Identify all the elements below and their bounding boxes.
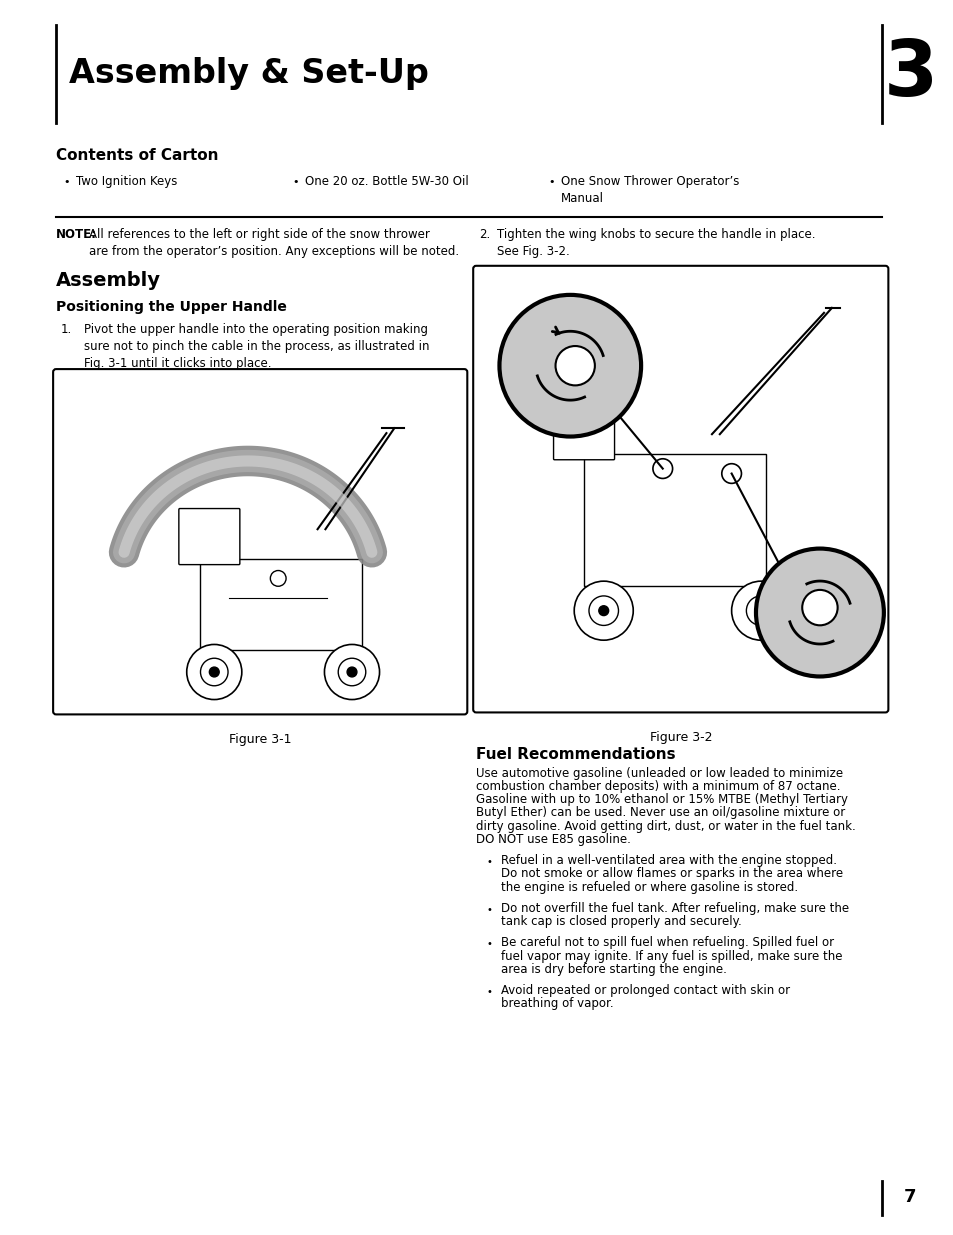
- Text: NOTE:: NOTE:: [56, 228, 97, 241]
- Text: Contents of Carton: Contents of Carton: [56, 148, 218, 163]
- Text: area is dry before starting the engine.: area is dry before starting the engine.: [500, 963, 726, 976]
- Circle shape: [555, 346, 595, 385]
- Text: 2.: 2.: [478, 228, 490, 241]
- Text: Gasoline with up to 10% ethanol or 15% MTBE (Methyl Tertiary: Gasoline with up to 10% ethanol or 15% M…: [476, 793, 847, 806]
- Text: Positioning the Upper Handle: Positioning the Upper Handle: [56, 300, 287, 314]
- Circle shape: [338, 658, 365, 685]
- Text: Be careful not to spill fuel when refueling. Spilled fuel or: Be careful not to spill fuel when refuel…: [500, 936, 833, 950]
- Text: Use automotive gasoline (unleaded or low leaded to minimize: Use automotive gasoline (unleaded or low…: [476, 767, 842, 779]
- Text: fuel vapor may ignite. If any fuel is spilled, make sure the: fuel vapor may ignite. If any fuel is sp…: [500, 950, 841, 962]
- Circle shape: [209, 667, 219, 677]
- Text: Avoid repeated or prolonged contact with skin or: Avoid repeated or prolonged contact with…: [500, 984, 789, 997]
- Circle shape: [652, 458, 672, 478]
- Circle shape: [731, 582, 790, 640]
- Bar: [583, 453, 765, 587]
- Text: •: •: [292, 178, 298, 188]
- Circle shape: [598, 605, 608, 615]
- Text: 1.: 1.: [61, 322, 72, 336]
- Text: •: •: [63, 178, 70, 188]
- Text: Two Ignition Keys: Two Ignition Keys: [75, 175, 177, 188]
- Circle shape: [347, 667, 356, 677]
- Text: Assembly & Set-Up: Assembly & Set-Up: [69, 58, 428, 90]
- Text: Figure 3-1: Figure 3-1: [229, 734, 292, 746]
- FancyBboxPatch shape: [178, 509, 239, 564]
- Circle shape: [270, 571, 286, 587]
- Text: One 20 oz. Bottle 5W-30 Oil: One 20 oz. Bottle 5W-30 Oil: [305, 175, 468, 188]
- Circle shape: [574, 582, 633, 640]
- Text: Do not smoke or allow flames or sparks in the area where: Do not smoke or allow flames or sparks i…: [500, 867, 842, 881]
- Bar: [199, 558, 361, 651]
- Text: Fuel Recommendations: Fuel Recommendations: [476, 747, 675, 762]
- Circle shape: [187, 645, 241, 699]
- FancyBboxPatch shape: [553, 404, 614, 459]
- Circle shape: [721, 463, 740, 483]
- Text: tank cap is closed properly and securely.: tank cap is closed properly and securely…: [500, 915, 740, 927]
- Circle shape: [801, 590, 837, 625]
- Text: 3: 3: [882, 36, 937, 112]
- Circle shape: [588, 597, 618, 625]
- Circle shape: [755, 548, 882, 677]
- Circle shape: [200, 658, 228, 685]
- Text: •: •: [486, 857, 493, 867]
- Text: 7: 7: [903, 1188, 916, 1207]
- Text: Butyl Ether) can be used. Never use an oil/gasoline mixture or: Butyl Ether) can be used. Never use an o…: [476, 806, 844, 819]
- Text: Figure 3-2: Figure 3-2: [649, 731, 711, 745]
- Text: Pivot the upper handle into the operating position making
sure not to pinch the : Pivot the upper handle into the operatin…: [84, 322, 429, 369]
- Text: •: •: [486, 987, 493, 997]
- Text: breathing of vapor.: breathing of vapor.: [500, 997, 613, 1010]
- Text: Do not overfill the fuel tank. After refueling, make sure the: Do not overfill the fuel tank. After ref…: [500, 902, 848, 915]
- Text: •: •: [547, 178, 554, 188]
- Text: dirty gasoline. Avoid getting dirt, dust, or water in the fuel tank.: dirty gasoline. Avoid getting dirt, dust…: [476, 820, 855, 832]
- Text: Refuel in a well-ventilated area with the engine stopped.: Refuel in a well-ventilated area with th…: [500, 855, 836, 867]
- Text: •: •: [486, 939, 493, 950]
- Text: DO NOT use E85 gasoline.: DO NOT use E85 gasoline.: [476, 832, 630, 846]
- Text: •: •: [486, 905, 493, 915]
- Circle shape: [756, 605, 765, 615]
- Text: combustion chamber deposits) with a minimum of 87 octane.: combustion chamber deposits) with a mini…: [476, 779, 840, 793]
- Circle shape: [745, 597, 775, 625]
- FancyBboxPatch shape: [53, 369, 467, 714]
- FancyBboxPatch shape: [473, 266, 887, 713]
- Circle shape: [499, 295, 640, 436]
- Text: the engine is refueled or where gasoline is stored.: the engine is refueled or where gasoline…: [500, 881, 797, 894]
- Text: Tighten the wing knobs to secure the handle in place.
See Fig. 3-2.: Tighten the wing knobs to secure the han…: [497, 228, 815, 258]
- Text: Assembly: Assembly: [56, 270, 161, 290]
- Text: All references to the left or right side of the snow thrower
are from the operat: All references to the left or right side…: [89, 228, 458, 258]
- Text: One Snow Thrower Operator’s
Manual: One Snow Thrower Operator’s Manual: [560, 175, 739, 205]
- Circle shape: [324, 645, 379, 699]
